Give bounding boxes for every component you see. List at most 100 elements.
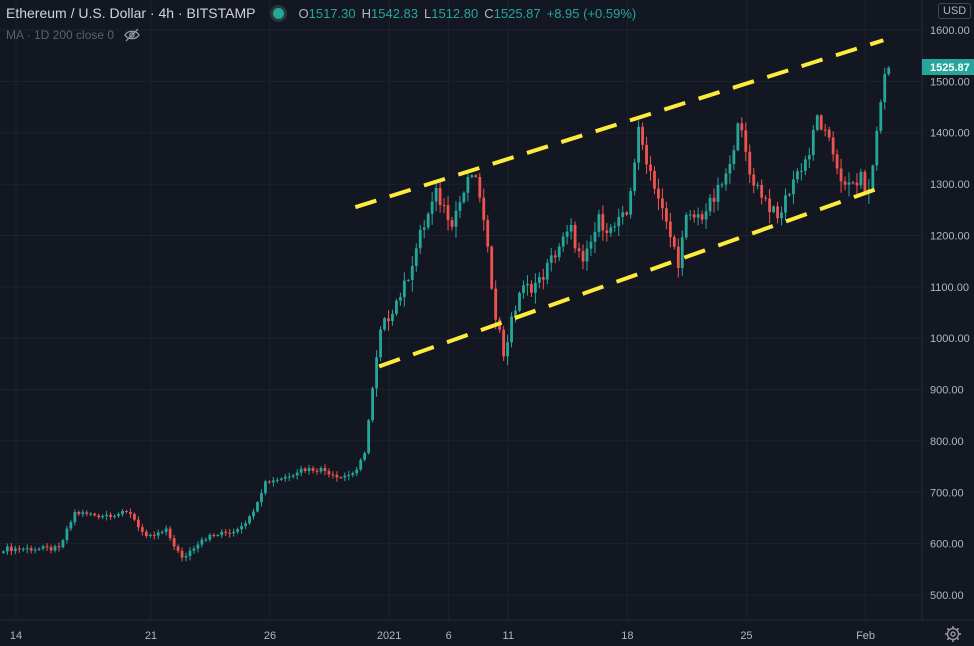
candle-body xyxy=(871,165,875,190)
candle-body xyxy=(279,478,283,480)
candle-body xyxy=(788,194,791,196)
price-tick-label: 1600.00 xyxy=(930,25,970,37)
candle-body xyxy=(311,468,315,471)
time-tick-label: 11 xyxy=(503,630,514,642)
candle-body xyxy=(720,184,724,186)
candle-body xyxy=(597,214,601,232)
currency-button[interactable]: USD xyxy=(938,3,972,19)
candle-body xyxy=(668,221,672,238)
candle-body xyxy=(772,206,775,213)
candle-body xyxy=(117,514,120,516)
candle-body xyxy=(545,262,549,280)
candle-body xyxy=(533,282,537,293)
candle-body xyxy=(732,150,736,164)
change-value: +8.95 (+0.59%) xyxy=(546,5,637,21)
candle-body xyxy=(601,214,605,231)
candle-body xyxy=(514,310,517,317)
indicator-legend[interactable]: MA · 1D 200 close 0 xyxy=(6,28,140,42)
candle-body xyxy=(887,67,891,75)
candle-body xyxy=(5,546,9,552)
high-value: 1542.83 xyxy=(371,5,418,21)
high-label: H xyxy=(361,5,371,21)
candle-body xyxy=(664,208,668,222)
candle-body xyxy=(490,246,494,289)
candle-body xyxy=(176,546,180,551)
candle-body xyxy=(220,531,224,536)
channel-trendlines xyxy=(354,38,885,369)
candle-body xyxy=(522,285,525,293)
trendline xyxy=(378,184,885,369)
candle-body xyxy=(129,511,132,514)
candle-body xyxy=(843,181,847,185)
symbol-title[interactable]: Ethereum / U.S. Dollar · 4h · BITSTAMP xyxy=(6,5,256,21)
candle-body xyxy=(160,531,164,533)
time-axis[interactable]: 14 21 26 2021 6 11 18 25 Feb xyxy=(10,630,875,642)
time-tick-label: 26 xyxy=(264,630,276,642)
candle-body xyxy=(565,231,569,237)
candle-body xyxy=(581,251,585,262)
candle-body xyxy=(549,255,553,263)
candle-body xyxy=(712,197,716,202)
candle-body xyxy=(133,513,136,520)
price-tick-label: 1500.00 xyxy=(930,76,970,88)
gear-icon[interactable] xyxy=(944,625,962,643)
candle-body xyxy=(379,329,382,358)
eye-off-icon[interactable] xyxy=(124,28,140,42)
price-tick-label: 1300.00 xyxy=(930,179,970,191)
candle-body xyxy=(113,515,116,517)
candle-body xyxy=(204,539,208,541)
candle-body xyxy=(768,198,772,213)
candle-body xyxy=(728,163,732,174)
candle-body xyxy=(343,475,347,478)
candle-body xyxy=(625,212,629,215)
open-label: O xyxy=(298,5,309,21)
price-tick-label: 500.00 xyxy=(930,590,964,602)
candle-body xyxy=(561,236,565,247)
candle-body xyxy=(184,556,188,558)
candle-body xyxy=(21,549,25,551)
candle-body xyxy=(605,230,609,233)
candle-body xyxy=(228,532,232,534)
price-axis[interactable]: 1600.00 1500.00 1400.00 1300.00 1200.00 1100.… xyxy=(930,25,970,602)
candle-body xyxy=(85,512,89,514)
candle-body xyxy=(49,547,53,551)
candle-body xyxy=(323,467,327,472)
candle-body xyxy=(25,548,29,550)
candle-body xyxy=(192,548,196,551)
candle-body xyxy=(224,531,228,533)
candlestick-series xyxy=(2,66,891,562)
low-label: L xyxy=(424,5,432,21)
candle-body xyxy=(645,144,648,165)
candle-body xyxy=(212,534,216,536)
candle-body xyxy=(482,197,486,221)
candle-body xyxy=(569,225,573,232)
candle-body xyxy=(530,283,533,293)
candle-body xyxy=(109,514,112,517)
candle-body xyxy=(502,329,506,357)
candle-body xyxy=(474,175,478,177)
candle-body xyxy=(442,204,446,206)
candle-body xyxy=(136,519,140,528)
candle-body xyxy=(653,171,656,189)
candle-body xyxy=(760,185,764,198)
candle-body xyxy=(724,173,728,185)
candle-body xyxy=(359,459,363,470)
candle-body xyxy=(156,532,160,536)
candle-body xyxy=(506,342,509,357)
time-tick-label: 2021 xyxy=(377,630,401,642)
candle-body xyxy=(291,475,295,477)
candle-body xyxy=(208,534,212,540)
market-status-icon xyxy=(273,7,285,19)
candle-body xyxy=(121,510,124,515)
candle-body xyxy=(410,265,414,281)
close-label: C xyxy=(484,5,494,21)
candle-body xyxy=(883,74,887,103)
candle-body xyxy=(835,154,839,169)
candle-body xyxy=(148,534,152,537)
indicator-label: MA · 1D 200 close 0 xyxy=(6,28,115,42)
candle-body xyxy=(494,288,498,320)
candle-body xyxy=(430,201,434,214)
candle-body xyxy=(200,539,204,545)
candle-body xyxy=(406,280,410,282)
